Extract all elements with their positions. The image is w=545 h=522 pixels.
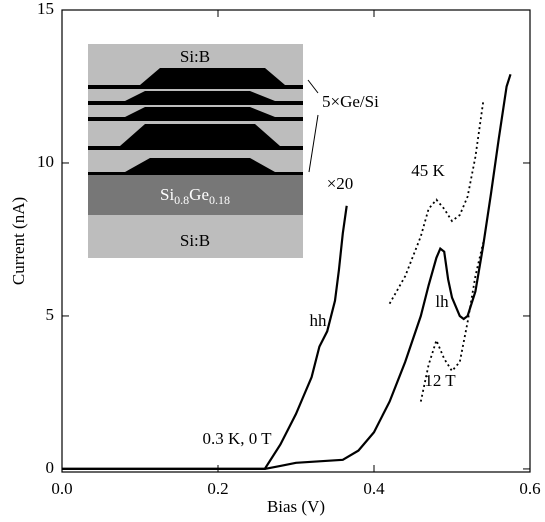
series-label: ×20 <box>327 174 354 193</box>
data-line <box>419 242 485 402</box>
series-label: 12 T <box>424 371 456 390</box>
data-line <box>62 205 348 470</box>
inset-label: Si <box>160 185 174 204</box>
inset-label: Si:B <box>180 47 210 66</box>
inset-substrate <box>88 215 303 258</box>
inset-island <box>88 68 303 89</box>
inset-label: Ge <box>189 185 209 204</box>
y-axis-label: Current (nA) <box>9 197 28 285</box>
series-label: 45 K <box>411 161 445 180</box>
x-tick-label: 0.2 <box>207 479 228 498</box>
y-tick-label: 0 <box>46 458 55 477</box>
x-axis-label: Bias (V) <box>267 497 325 516</box>
annotation: lh <box>435 292 449 311</box>
inset-label: 0.8 <box>174 193 189 207</box>
series-label: 0.3 K, 0 T <box>202 429 272 448</box>
annotation: hh <box>310 311 328 330</box>
inset-label: Si0.8Ge0.18 <box>160 185 230 207</box>
leader-line <box>307 79 319 94</box>
inset-island <box>88 124 303 150</box>
inset-label: Si:B <box>180 231 210 250</box>
data-line <box>62 73 512 470</box>
inset-buffer <box>88 175 303 215</box>
data-line <box>388 101 485 305</box>
x-tick-label: 0.4 <box>363 479 385 498</box>
inset-island <box>88 91 303 105</box>
y-tick-label: 15 <box>37 0 54 18</box>
y-tick-label: 5 <box>46 305 55 324</box>
y-tick-label: 10 <box>37 152 54 171</box>
x-tick-label: 0.6 <box>519 479 540 498</box>
leader-line <box>308 114 319 173</box>
inset-label: 0.18 <box>209 193 230 207</box>
plot-frame <box>61 9 531 473</box>
inset-diagram: Si:B Si0.8Ge0.18 Si:B 5×Ge/Si <box>88 44 379 258</box>
inset-island <box>88 107 303 121</box>
inset-island <box>88 158 303 175</box>
x-tick-label: 0.0 <box>51 479 72 498</box>
inset-label: 5×Ge/Si <box>322 92 379 111</box>
